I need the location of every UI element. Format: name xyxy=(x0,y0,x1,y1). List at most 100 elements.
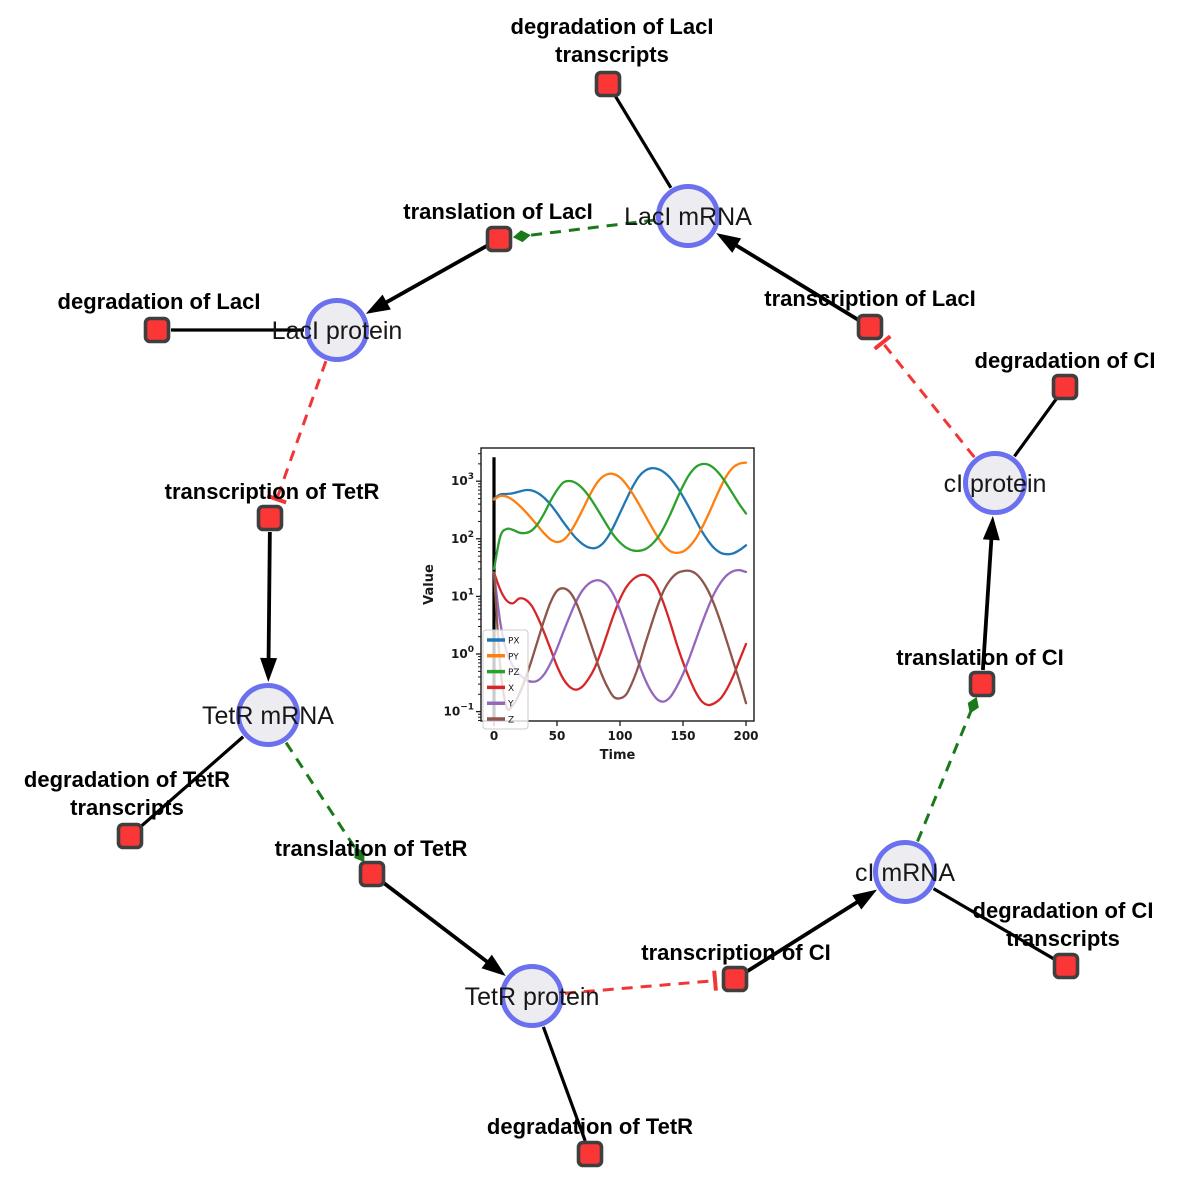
edge-arrow-line xyxy=(732,241,860,322)
reaction-label: degradation of TetR xyxy=(487,1114,693,1139)
species-node xyxy=(500,964,564,1028)
inhibitor-tbar-icon xyxy=(873,334,892,351)
reaction-label: degradation of CI xyxy=(973,898,1154,923)
reaction-label: degradation of CI xyxy=(975,348,1156,373)
legend-label: PY xyxy=(508,652,519,662)
species-label: LacI mRNA xyxy=(624,203,752,231)
reaction-node xyxy=(256,504,284,532)
reaction-node xyxy=(1052,952,1080,980)
activation-dashed-line xyxy=(284,741,357,850)
legend-box xyxy=(482,629,529,730)
activation-dashed-line xyxy=(916,711,973,843)
reaction-label: transcripts xyxy=(70,795,184,820)
legend-label: Z xyxy=(508,716,514,726)
arrowhead-icon xyxy=(481,954,506,976)
species-node xyxy=(305,298,369,362)
reaction-label: degradation of LacI xyxy=(58,289,261,314)
reaction-node xyxy=(721,965,749,993)
reaction-node xyxy=(1051,373,1079,401)
series-path-PZ xyxy=(492,462,748,571)
reaction-label: transcripts xyxy=(555,42,669,67)
edge-line xyxy=(541,1026,587,1142)
x-tick-label: 50 xyxy=(549,729,566,743)
y-tick-label: 100 xyxy=(451,645,474,661)
species-label: cI mRNA xyxy=(855,859,955,887)
species-node xyxy=(656,184,720,248)
reaction-node xyxy=(594,70,622,98)
reaction-node xyxy=(968,670,996,698)
reaction-node xyxy=(856,313,884,341)
species-node xyxy=(236,683,300,747)
edge-arrow-line xyxy=(981,535,994,671)
series-path-X xyxy=(492,571,748,707)
inhibitor-tbar-icon xyxy=(712,970,718,991)
edges-layer xyxy=(139,95,1059,1142)
edge-line xyxy=(1013,397,1059,458)
reaction-label: transcription of TetR xyxy=(165,479,380,504)
legend-label: X xyxy=(508,684,514,694)
nodes-layer xyxy=(116,70,1080,1168)
reaction-node xyxy=(576,1140,604,1168)
edge-line xyxy=(932,887,1055,961)
species-label: TetR mRNA xyxy=(202,702,334,730)
inset-timecourse-plot: 0 50 100 150 20010310210110010−1TimeValuePXP… xyxy=(422,447,759,763)
species-label: cI protein xyxy=(944,470,1047,498)
legend-label: Y xyxy=(507,700,514,710)
reaction-node xyxy=(143,316,171,344)
inhibition-dashed-line xyxy=(564,979,716,995)
y-axis-title: Value xyxy=(422,564,437,605)
edge-arrow-line xyxy=(266,531,272,663)
inhibitor-tbar-icon xyxy=(266,493,287,505)
x-axis-title: Time xyxy=(600,748,636,763)
series-path-Z xyxy=(492,569,748,711)
reaction-label: translation of CI xyxy=(896,645,1063,670)
inhibition-dashed-line xyxy=(881,341,976,459)
inhibition-dashed-line xyxy=(275,360,328,500)
species-node xyxy=(873,840,937,904)
x-tick-label: 200 xyxy=(733,729,758,743)
y-tick-label: 102 xyxy=(451,530,474,546)
arrowhead-icon xyxy=(716,233,742,253)
reaction-label: transcription of LacI xyxy=(764,286,975,311)
species-label: TetR protein xyxy=(465,983,600,1011)
reaction-label: translation of LacI xyxy=(403,199,592,224)
activation-diamond-icon xyxy=(512,230,531,243)
edge-arrow-line xyxy=(745,898,862,974)
y-tick-label: 103 xyxy=(451,472,474,488)
edge-arrow-line xyxy=(381,880,492,966)
x-tick-label: 150 xyxy=(670,729,695,743)
x-tick-label: 0 xyxy=(490,729,498,743)
species-node xyxy=(963,451,1027,515)
labels-layer: degradation of LacI transcripts translatio… xyxy=(24,14,1156,1139)
plot-frame xyxy=(480,447,755,722)
edge-line xyxy=(613,95,673,189)
activation-dashed-line xyxy=(528,218,656,237)
arrowhead-icon xyxy=(260,657,278,683)
arrowhead-icon xyxy=(365,294,391,314)
reaction-label: transcripts xyxy=(1006,926,1120,951)
edge-line xyxy=(139,735,245,828)
reaction-label: transcription of CI xyxy=(641,940,830,965)
series-path-PX xyxy=(492,466,748,556)
activation-diamond-icon xyxy=(967,696,979,714)
species-label: LacI protein xyxy=(272,317,403,345)
reaction-node xyxy=(358,860,386,888)
y-tick-label: 101 xyxy=(451,587,474,603)
x-tick-label: 100 xyxy=(607,729,632,743)
arrowhead-icon xyxy=(852,889,878,910)
legend: PX PY PZ XYZ xyxy=(482,629,529,730)
reaction-label: degradation of TetR xyxy=(24,767,230,792)
activation-diamond-icon xyxy=(354,847,365,863)
edge-arrow-line xyxy=(382,244,488,306)
series-path-Y xyxy=(492,568,748,703)
plot-content xyxy=(492,457,748,721)
legend-label: PX xyxy=(508,637,520,647)
y-tick-label: 10−1 xyxy=(443,703,474,719)
reaction-node xyxy=(485,225,513,253)
reaction-node xyxy=(116,822,144,850)
reaction-label: translation of TetR xyxy=(275,836,468,861)
legend-label: PZ xyxy=(508,668,520,678)
arrowhead-icon xyxy=(982,515,1000,541)
